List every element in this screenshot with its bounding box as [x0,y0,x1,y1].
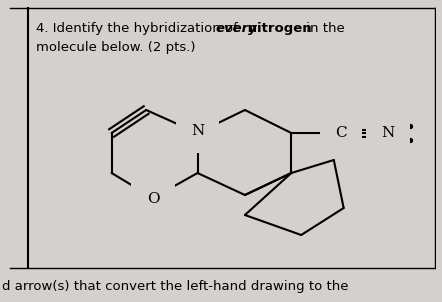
Text: every: every [215,22,257,35]
Text: C: C [335,126,347,140]
Text: O: O [147,192,160,206]
Text: d arrow(s) that convert the left-hand drawing to the: d arrow(s) that convert the left-hand dr… [2,280,348,293]
Text: N: N [381,126,395,140]
Text: 4. Identify the hybridization of: 4. Identify the hybridization of [35,22,242,35]
Text: nitrogen: nitrogen [243,22,312,35]
Text: in the: in the [302,22,345,35]
Text: molecule below. (2 pts.): molecule below. (2 pts.) [35,41,195,54]
Text: N: N [191,124,204,138]
